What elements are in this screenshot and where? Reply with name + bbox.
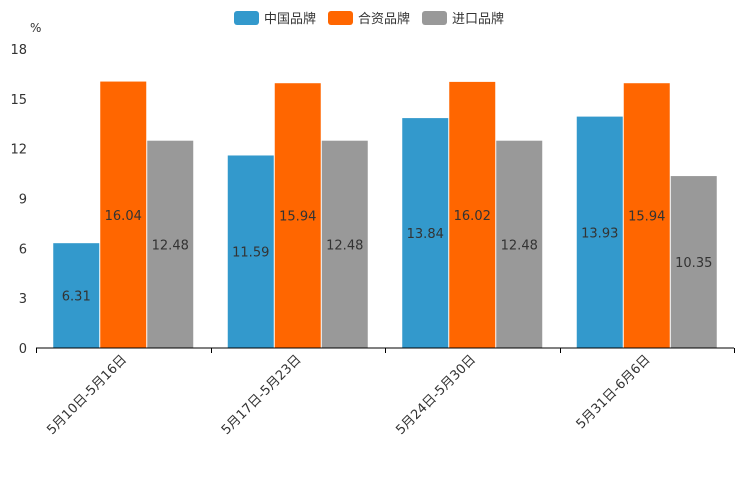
bar (274, 83, 321, 349)
legend-swatch-domestic (234, 10, 259, 25)
bar-value-label: 10.35 (675, 256, 712, 271)
y-tick-label: 3 (19, 292, 27, 307)
bar (321, 140, 368, 348)
bar-value-label: 6.31 (62, 290, 91, 305)
legend-item-joint-venture[interactable]: 合资品牌 (328, 8, 410, 27)
bar (147, 140, 194, 348)
bar-value-label: 16.04 (105, 209, 142, 224)
bar-value-label: 13.84 (407, 227, 444, 242)
bar (496, 140, 543, 348)
legend-swatch-joint-venture (328, 10, 354, 25)
bar (623, 83, 670, 349)
y-tick-label: 18 (10, 43, 27, 58)
y-tick-label: 9 (19, 193, 27, 208)
legend-item-domestic[interactable]: 中国品牌 (234, 8, 316, 27)
bar-value-label: 16.02 (454, 209, 491, 224)
x-tick-label: 5月17日-5月23日 (219, 352, 305, 438)
bar (402, 118, 449, 348)
y-tick-label: 12 (10, 143, 27, 158)
y-tick-label: 0 (19, 342, 27, 357)
bar-value-label: 12.48 (501, 238, 538, 253)
y-axis-unit-label: % (30, 21, 42, 35)
bar (449, 81, 496, 348)
legend-swatch-imported (422, 10, 448, 25)
bar (670, 176, 717, 348)
bar (53, 243, 100, 348)
x-tick-label: 5月10日-5月16日 (44, 352, 130, 438)
x-tick-label: 5月24日-5月30日 (393, 352, 479, 438)
chart-legend: 中国品牌 合资品牌 进口品牌 (234, 8, 504, 27)
legend-item-imported[interactable]: 进口品牌 (422, 8, 504, 27)
bar (227, 155, 274, 348)
bar-value-label: 15.94 (279, 210, 316, 225)
bar-value-label: 12.48 (152, 238, 189, 253)
x-tick-label: 5月31日-6月6日 (574, 352, 654, 432)
bar (100, 81, 147, 349)
legend-label-imported: 进口品牌 (452, 12, 505, 27)
bar-value-label: 13.93 (581, 226, 618, 241)
bar-value-label: 15.94 (628, 210, 665, 225)
y-tick-label: 15 (10, 93, 27, 108)
bar-value-label: 11.59 (232, 246, 269, 261)
y-tick-label: 6 (19, 242, 27, 257)
legend-label-joint-venture: 合资品牌 (358, 12, 411, 27)
bar (576, 116, 623, 348)
legend-label-domestic: 中国品牌 (264, 12, 317, 27)
bar-value-label: 12.48 (326, 238, 363, 253)
